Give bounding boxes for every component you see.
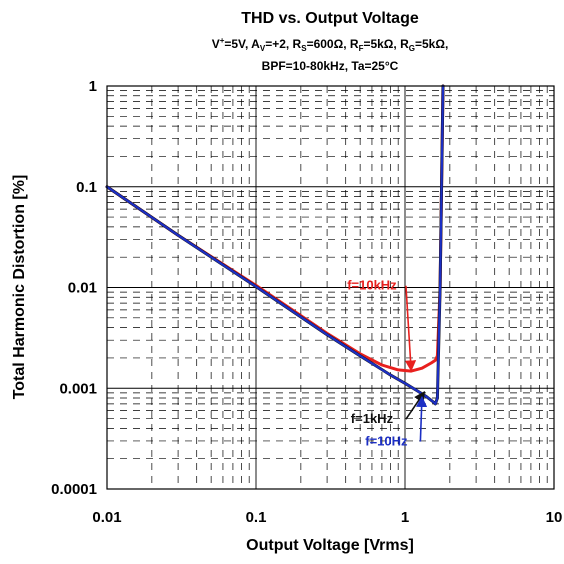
tick-labels: 0.01 0.1 1 10 1 0.1 0.01 0.001 0.0001 [51, 78, 562, 526]
x-axis-label: Output Voltage [Vrms] [246, 537, 414, 554]
annotation-label: f=10Hz [365, 434, 408, 449]
y-axis-label: Total Harmonic Distortion [%] [11, 175, 28, 400]
series-line-f-1khz [105, 84, 445, 406]
annotation-label: f=10kHz [347, 278, 397, 293]
plot-frame [106, 85, 555, 490]
chart-subtitle-line1: V+=5V, AV=+2, RS=600Ω, RF=5kΩ, RG=5kΩ, [212, 36, 449, 53]
series-line-f-10hz [105, 84, 445, 405]
chart-subtitle-line2: BPF=10-80kHz, Ta=25°C [262, 59, 399, 73]
annotation-arrow [416, 395, 428, 442]
annotation-label: f=1kHz [351, 411, 394, 426]
x-tick-label: 1 [401, 509, 409, 526]
series-layer [105, 84, 445, 406]
annotations: f=10kHz f=1kHz f=10Hz [347, 278, 428, 449]
x-tick-label: 0.1 [246, 509, 267, 526]
y-tick-label: 0.0001 [51, 481, 97, 498]
y-tick-label: 1 [89, 78, 97, 95]
y-tick-label: 0.001 [59, 380, 97, 397]
y-tick-label: 0.1 [76, 179, 97, 196]
x-tick-label: 0.01 [92, 509, 121, 526]
grid [107, 86, 554, 489]
y-tick-label: 0.01 [68, 280, 97, 297]
x-tick-label: 10 [546, 509, 563, 526]
chart-title: THD vs. Output Voltage [241, 10, 419, 27]
series-line-f-10khz [105, 84, 445, 373]
annotation-arrow [404, 285, 417, 372]
